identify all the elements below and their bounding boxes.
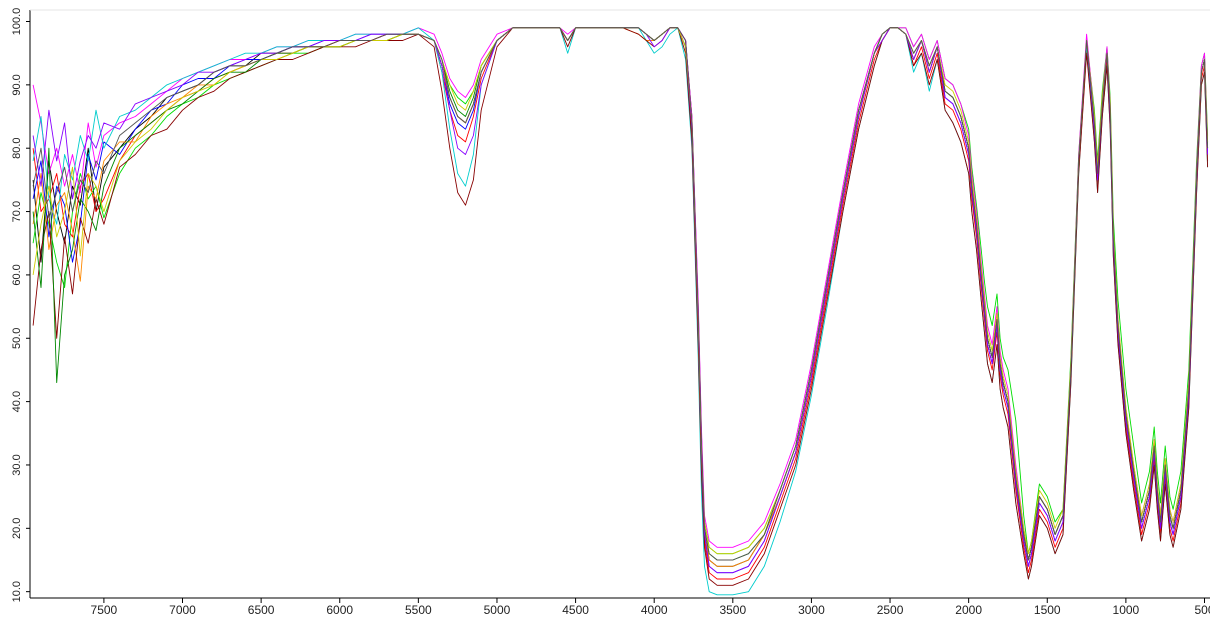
x-tick-label: 6500 [248, 603, 275, 617]
y-tick-label: 40.0 [11, 391, 23, 412]
spectrum-line-11 [32, 27, 1209, 555]
x-axis-ticks: 7500 7000 6500 6000 5500 5000 4500 4000 3500 3000… [91, 598, 1210, 617]
spectrum-line-1 [32, 27, 1209, 567]
spectrum-line-7 [32, 27, 1209, 567]
x-tick-label: 4500 [562, 603, 589, 617]
x-tick-label: 7000 [169, 603, 196, 617]
spectrum-line-4 [32, 27, 1209, 574]
spectrum-line-3 [32, 27, 1209, 555]
y-tick-label: 100.0 [11, 8, 23, 36]
x-tick-label: 3000 [798, 603, 825, 617]
spectrum-line-5 [32, 27, 1209, 561]
x-tick-label: 3500 [719, 603, 746, 617]
spectrum-line-10 [32, 27, 1209, 574]
y-tick-label: 90.0 [11, 74, 23, 95]
x-tick-label: 7500 [91, 603, 118, 617]
y-tick-label: 60.0 [11, 264, 23, 285]
spectrum-line-2 [32, 27, 1209, 580]
y-tick-label: 30.0 [11, 454, 23, 475]
x-tick-label: 5500 [405, 603, 432, 617]
y-tick-label: 80.0 [11, 137, 23, 158]
spectrum-line-8 [32, 27, 1209, 586]
y-tick-label: 50.0 [11, 328, 23, 349]
x-tick-label: 5000 [484, 603, 511, 617]
x-tick-label: 6000 [326, 603, 353, 617]
x-tick-label: 1500 [1034, 603, 1061, 617]
x-tick-label: 2000 [955, 603, 982, 617]
y-tick-label: 20.0 [11, 518, 23, 539]
y-tick-label: 10.0 [11, 581, 23, 602]
y-tick-label: 70.0 [11, 201, 23, 222]
x-tick-label: 2500 [877, 603, 904, 617]
x-tick-label: 4000 [641, 603, 668, 617]
spectrum-line-9 [32, 27, 1209, 561]
series-group [32, 27, 1209, 596]
spectrum-line-12 [32, 27, 1209, 561]
axes [29, 9, 1210, 599]
x-tick-label: 500 [1194, 603, 1210, 617]
spectrum-line-6 [32, 27, 1209, 596]
x-tick-label: 1000 [1113, 603, 1140, 617]
y-axis-ticks: 10.0 20.0 30.0 40.0 50.0 60.0 70.0 80.0 90.0 100.… [11, 8, 30, 602]
